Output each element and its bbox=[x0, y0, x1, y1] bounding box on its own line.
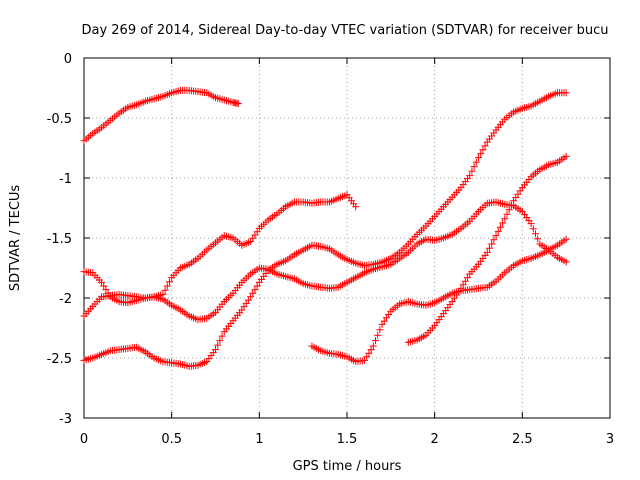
data-point bbox=[218, 332, 226, 340]
y-axis-label: SDTVAR / TECUs bbox=[8, 185, 23, 292]
y-tick-label: -3 bbox=[59, 412, 72, 427]
data-point bbox=[459, 281, 467, 289]
data-point bbox=[472, 158, 480, 166]
data-point bbox=[488, 240, 496, 248]
data-point bbox=[374, 331, 382, 339]
data-point bbox=[562, 258, 570, 266]
series-arc-1 bbox=[80, 86, 242, 145]
data-point bbox=[253, 282, 261, 290]
x-tick-label: 3 bbox=[606, 432, 614, 447]
data-series bbox=[80, 86, 570, 370]
data-point bbox=[102, 286, 110, 294]
y-tick-label: -2 bbox=[59, 292, 72, 307]
data-point bbox=[527, 220, 535, 228]
data-point bbox=[483, 248, 491, 256]
y-tick-label: -1 bbox=[59, 172, 72, 187]
data-point bbox=[214, 341, 222, 349]
data-point bbox=[562, 89, 570, 97]
x-tick-label: 0.5 bbox=[161, 432, 182, 447]
data-point bbox=[468, 167, 476, 175]
x-tick-label: 2.5 bbox=[512, 432, 533, 447]
data-point bbox=[365, 349, 373, 357]
data-point bbox=[490, 236, 498, 244]
data-point bbox=[481, 142, 489, 150]
data-point bbox=[562, 235, 570, 243]
y-tick-label: -0.5 bbox=[47, 112, 72, 127]
data-point bbox=[212, 346, 219, 354]
data-point bbox=[251, 286, 259, 294]
data-point bbox=[234, 100, 242, 108]
series-arc-5 bbox=[308, 235, 570, 366]
data-point bbox=[165, 278, 173, 286]
data-point bbox=[104, 289, 112, 297]
data-point bbox=[369, 342, 377, 350]
data-point bbox=[163, 282, 171, 290]
data-point bbox=[494, 227, 502, 235]
x-tick-label: 1 bbox=[255, 432, 263, 447]
data-point bbox=[466, 172, 474, 180]
data-point bbox=[464, 274, 472, 282]
y-tick-labels: 0 -0.5 -1 -1.5 -2 -2.5 -3 bbox=[47, 52, 72, 427]
data-point bbox=[501, 215, 509, 223]
data-point bbox=[371, 337, 379, 345]
data-point bbox=[534, 235, 542, 243]
x-tick-labels: 0 0.5 1 1.5 2 2.5 3 bbox=[80, 432, 614, 447]
data-point bbox=[529, 225, 537, 233]
data-point bbox=[492, 232, 500, 240]
data-point bbox=[531, 230, 539, 238]
data-point bbox=[479, 146, 487, 154]
data-point bbox=[363, 353, 371, 361]
data-point bbox=[485, 244, 493, 252]
x-axis-label: GPS time / hours bbox=[293, 459, 402, 474]
data-point bbox=[496, 223, 504, 231]
data-point bbox=[216, 337, 224, 345]
data-point bbox=[475, 154, 482, 162]
data-point bbox=[361, 356, 369, 364]
series-arc-2 bbox=[80, 191, 360, 320]
y-tick-label: -1.5 bbox=[47, 232, 72, 247]
series-arc-4 bbox=[80, 89, 570, 370]
series-arc-3 bbox=[80, 198, 570, 324]
data-point bbox=[477, 150, 485, 158]
chart-title: Day 269 of 2014, Sidereal Day-to-day VTE… bbox=[81, 23, 608, 38]
data-point bbox=[457, 284, 465, 292]
data-point bbox=[499, 219, 507, 227]
data-point bbox=[376, 326, 384, 334]
data-point bbox=[247, 293, 255, 301]
data-point bbox=[562, 152, 570, 160]
x-tick-label: 1.5 bbox=[337, 432, 358, 447]
data-point bbox=[161, 286, 169, 294]
data-point bbox=[507, 201, 515, 209]
axis-ticks bbox=[83, 57, 611, 419]
data-point bbox=[505, 206, 513, 214]
data-point bbox=[98, 278, 106, 286]
y-tick-label: -2.5 bbox=[47, 352, 72, 367]
data-point bbox=[100, 282, 108, 290]
data-point bbox=[352, 203, 360, 211]
data-point bbox=[461, 277, 469, 285]
data-point bbox=[470, 163, 478, 171]
series-arc-6 bbox=[404, 152, 570, 346]
data-point bbox=[503, 210, 511, 218]
data-point bbox=[367, 346, 375, 354]
data-point bbox=[249, 289, 257, 297]
grid-lines bbox=[84, 58, 610, 418]
x-tick-label: 0 bbox=[80, 432, 88, 447]
x-tick-label: 2 bbox=[431, 432, 439, 447]
y-tick-label: 0 bbox=[64, 52, 72, 67]
